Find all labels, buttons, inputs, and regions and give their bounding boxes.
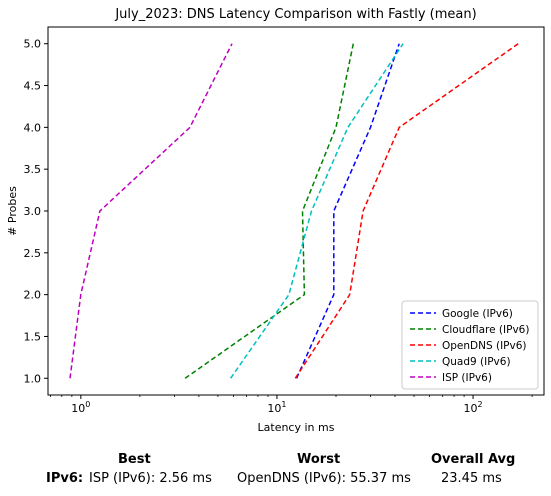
summary-table: Best Worst Overall Avg IPv6: ISP (IPv6):… <box>0 450 551 496</box>
best-header: Best <box>118 452 151 467</box>
legend-label-0: Google (IPv6) <box>442 308 513 320</box>
ipv6-row-label: IPv6: <box>46 471 84 486</box>
y-tick-label-3: 2.5 <box>24 247 42 260</box>
legend: Google (IPv6) Cloudflare (IPv6) OpenDNS (I… <box>401 300 539 390</box>
y-tick-label-1: 1.5 <box>24 330 42 343</box>
y-tick-label-2: 2.0 <box>24 289 42 302</box>
x-tick-label-0: 100 <box>71 400 90 415</box>
x-axis-label: Latency in ms <box>258 421 335 434</box>
y-tick-label-8: 5.0 <box>24 38 42 51</box>
series-line-3 <box>229 43 404 379</box>
best-value: ISP (IPv6): 2.56 ms <box>89 471 212 486</box>
legend-label-2: OpenDNS (IPv6) <box>442 340 527 352</box>
overall-avg-value: 23.45 ms <box>441 471 502 486</box>
overall-avg-header: Overall Avg <box>431 452 516 467</box>
y-tick-label-4: 3.0 <box>24 205 42 218</box>
x-tick-label-2: 102 <box>464 400 483 415</box>
legend-label-1: Cloudflare (IPv6) <box>442 324 529 336</box>
series-line-4 <box>69 43 233 379</box>
y-axis-label: # Probes <box>6 186 19 236</box>
worst-header: Worst <box>297 452 341 467</box>
x-tick-label-1: 101 <box>267 400 286 415</box>
chart-title: July_2023: DNS Latency Comparison with F… <box>114 7 476 22</box>
worst-value: OpenDNS (IPv6): 55.37 ms <box>237 471 411 486</box>
y-tick-label-5: 3.5 <box>24 163 42 176</box>
series-line-2 <box>294 43 519 379</box>
latency-chart: July_2023: DNS Latency Comparison with F… <box>6 7 545 434</box>
y-tick-label-7: 4.5 <box>24 80 42 93</box>
y-tick-label-6: 4.0 <box>24 121 42 134</box>
legend-label-3: Quad9 (IPv6) <box>442 356 511 368</box>
y-tick-label-0: 1.0 <box>24 372 42 385</box>
legend-label-4: ISP (IPv6) <box>442 372 492 384</box>
legend-box <box>401 300 539 390</box>
series-line-1 <box>184 43 355 379</box>
